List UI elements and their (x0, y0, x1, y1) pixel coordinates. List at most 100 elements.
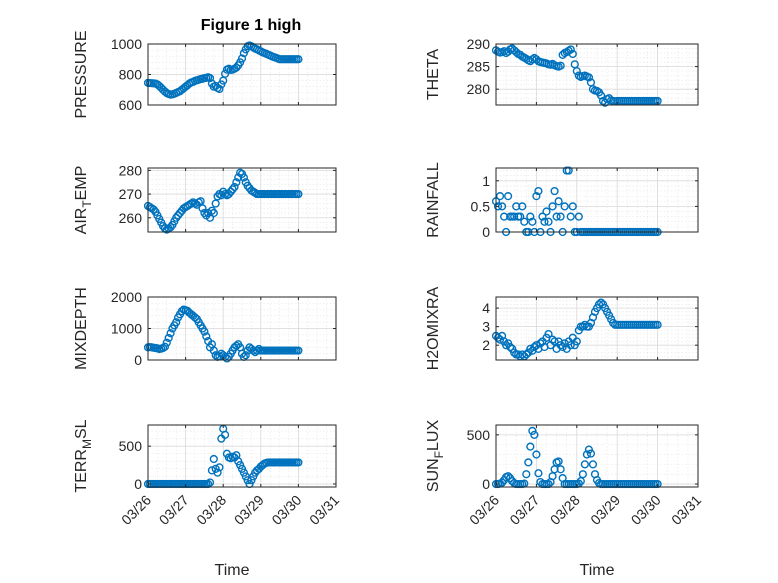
data-point (160, 342, 170, 351)
y-tick-label: 0 (482, 476, 490, 492)
data-point (294, 189, 303, 199)
data-point (237, 54, 247, 63)
data-point (568, 49, 577, 59)
y-tick-label: 600 (119, 97, 143, 113)
y-tick-label: 0.5 (471, 198, 491, 214)
data-point (504, 472, 513, 481)
data-point (205, 478, 215, 487)
y-tick-label: 280 (467, 81, 491, 97)
series-markers (143, 41, 303, 99)
data-point (534, 186, 543, 196)
data-point (232, 178, 241, 187)
y-tick-label: 2 (482, 337, 490, 353)
data-point (254, 344, 264, 354)
data-point (177, 307, 186, 316)
y-tick-label: 290 (467, 36, 491, 52)
series-markers (143, 168, 303, 234)
y-tick-label: 500 (119, 438, 143, 454)
data-point (566, 212, 575, 221)
x-tick-label: 03/26 (118, 492, 154, 528)
data-point (213, 468, 222, 477)
data-point (220, 430, 230, 439)
data-point (209, 454, 218, 464)
data-point (554, 197, 563, 206)
data-point (556, 61, 565, 70)
data-point (594, 300, 604, 309)
data-point (596, 91, 606, 100)
data-point (522, 350, 531, 359)
data-point (294, 458, 303, 467)
data-point (540, 217, 549, 226)
subplot-sun_flux: 0 500 SUNFLUX 03/26 03/27 03/28 03/29 03/30 03/3… (425, 420, 704, 579)
data-point (502, 341, 511, 350)
data-point (653, 320, 662, 329)
data-point (532, 450, 541, 459)
y-tick-label: 270 (119, 186, 143, 202)
data-point (213, 192, 222, 201)
data-point (548, 202, 557, 211)
x-tick-label: 03/30 (628, 492, 664, 528)
data-point (544, 329, 553, 339)
data-point (209, 346, 218, 355)
data-point (572, 337, 581, 346)
y-axis-label: RAINFALL (425, 162, 442, 238)
data-point (232, 63, 241, 72)
data-point (207, 206, 217, 215)
x-axis-label: Time (580, 562, 615, 579)
subplot-h2omixra: 2 3 4 H2OMIXRA (425, 286, 699, 370)
y-tick-label: 0 (134, 352, 142, 368)
y-axis-label: MIXDEPTH (73, 287, 90, 370)
data-point (526, 344, 535, 353)
data-point (510, 212, 519, 221)
y-tick-label: 3 (482, 319, 490, 335)
data-point (530, 430, 539, 439)
y-tick-label: 260 (119, 210, 143, 226)
data-point (205, 74, 215, 83)
data-point (538, 212, 547, 221)
data-point (588, 460, 598, 469)
data-point (198, 204, 207, 213)
data-point (495, 192, 505, 201)
x-tick-label: 03/31 (668, 492, 704, 528)
data-point (578, 470, 587, 479)
data-point (532, 192, 541, 201)
data-point (504, 192, 513, 201)
data-point (596, 298, 606, 307)
data-point (211, 351, 220, 360)
data-point (564, 166, 573, 175)
y-tick-label: 0 (482, 224, 490, 240)
data-point (228, 185, 237, 194)
series-markers (491, 44, 662, 107)
x-tick-label: 03/28 (547, 492, 583, 528)
data-point (518, 202, 527, 211)
data-point (162, 338, 171, 347)
data-point (209, 208, 218, 218)
data-point (516, 212, 525, 221)
figure-title: Figure 1 high (201, 17, 301, 34)
data-point (584, 73, 594, 82)
data-point (560, 202, 569, 211)
data-point (294, 55, 303, 64)
axes-box (495, 167, 699, 233)
data-point (499, 212, 509, 221)
data-point (586, 449, 596, 458)
data-point (149, 205, 158, 214)
data-point (166, 223, 175, 232)
data-point (252, 346, 262, 355)
data-point (164, 333, 173, 343)
data-point (530, 342, 539, 352)
data-point (524, 458, 533, 467)
data-point (520, 217, 529, 226)
data-point (528, 426, 537, 436)
data-point (506, 342, 515, 352)
data-point (550, 186, 559, 196)
data-point (556, 212, 565, 221)
series-markers (143, 305, 303, 363)
x-axis-label: Time (215, 562, 250, 579)
data-point (215, 463, 224, 472)
subplot-pressure: 600 800 1000 PRESSURE (73, 30, 337, 119)
subplot-rainfall: 0 0.5 1 RAINFALL (425, 162, 699, 240)
data-point (241, 351, 250, 360)
y-tick-label: 0 (134, 476, 142, 492)
